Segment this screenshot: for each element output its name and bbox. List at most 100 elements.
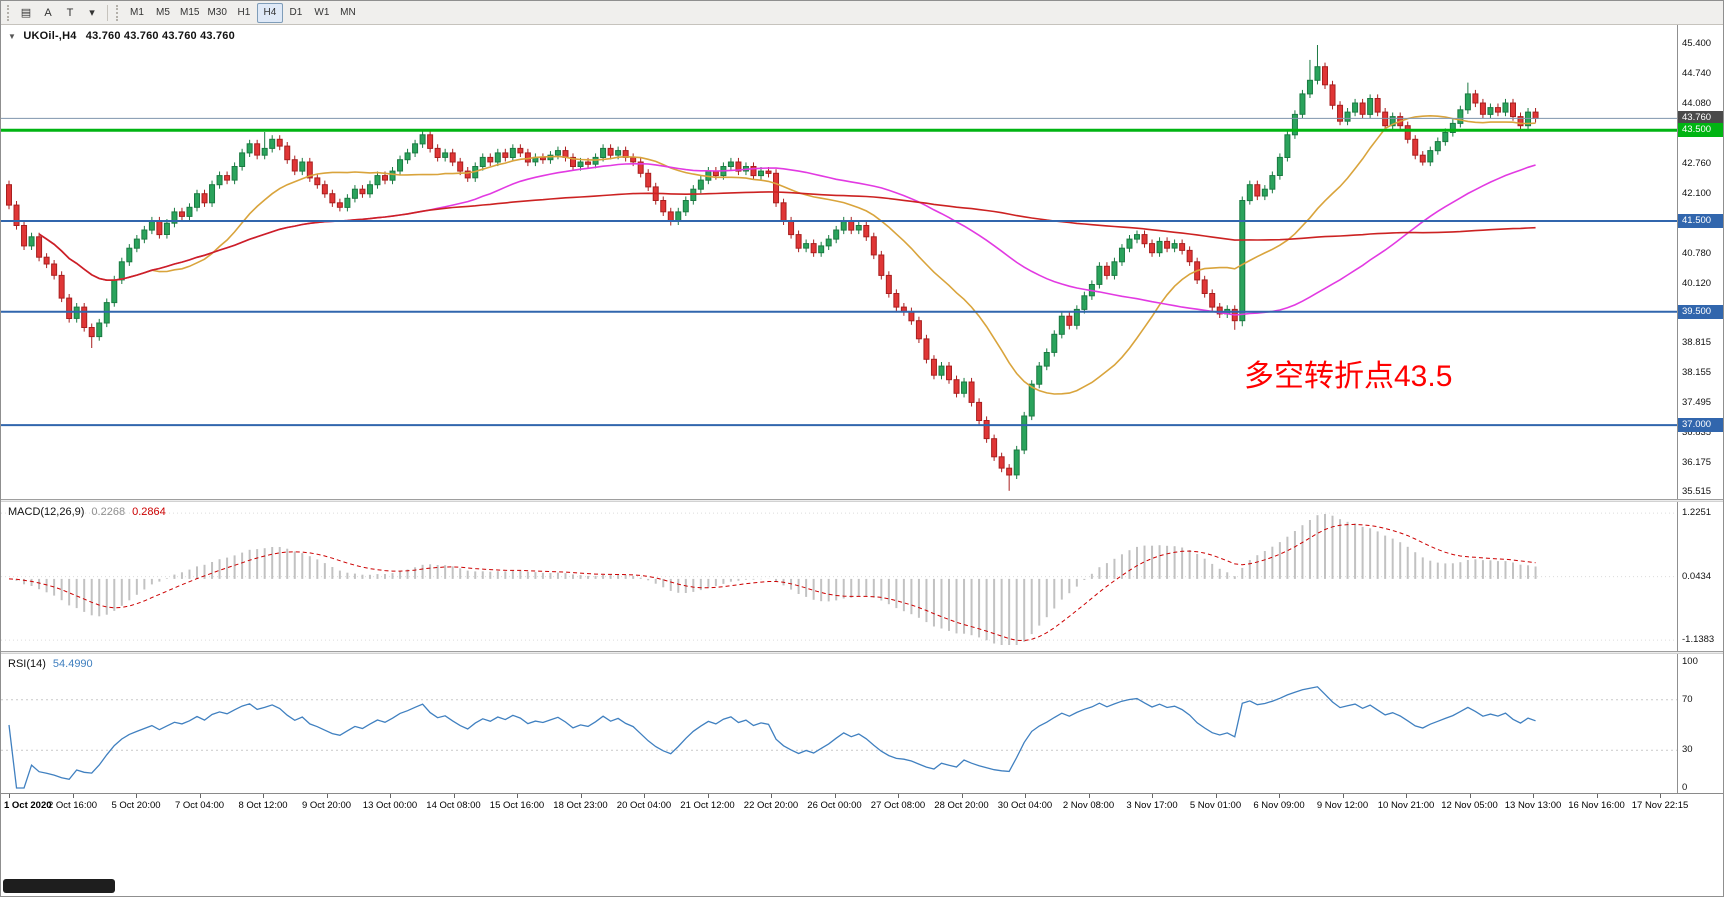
timeframe-button-M5[interactable]: M5 xyxy=(156,7,170,18)
price-scale-label: 36.175 xyxy=(1682,456,1712,468)
horizontal-scrollbar[interactable] xyxy=(3,879,115,893)
timeframe-button-W1[interactable]: W1 xyxy=(314,7,330,18)
time-axis-tick xyxy=(263,794,264,798)
time-axis-tick xyxy=(453,794,455,798)
text-tool-button[interactable]: T xyxy=(66,6,74,19)
time-axis-label: 1 Oct 2020 xyxy=(4,800,52,811)
time-axis-label: 16 Nov 16:00 xyxy=(1568,800,1625,811)
main-price-chart[interactable] xyxy=(1,25,1677,499)
rsi-line xyxy=(8,686,1536,789)
timeframe-button-D1[interactable]: D1 xyxy=(289,7,303,18)
panel-separator-rsi[interactable] xyxy=(1,651,1723,654)
rsi-panel[interactable] xyxy=(1,654,1677,793)
price-scale-label: 44.080 xyxy=(1682,97,1712,109)
timeframe-button-M15[interactable]: M15 xyxy=(180,7,200,18)
time-axis-tick xyxy=(644,794,645,798)
time-axis-tick xyxy=(1469,794,1471,798)
time-axis-label: 21 Oct 12:00 xyxy=(680,800,735,811)
time-axis-tick xyxy=(580,794,582,798)
symbol-label: ▼ UKOil-,H4 43.760 43.760 43.760 43.760 xyxy=(8,30,235,42)
macd-panel[interactable] xyxy=(1,502,1677,651)
time-axis-label: 6 Nov 09:00 xyxy=(1253,800,1305,811)
macd-name: MACD(12,26,9) xyxy=(8,506,85,518)
time-axis-tick xyxy=(834,794,836,798)
time-axis[interactable]: 1 Oct 2020 2 Oct 16:00 5 Oct 20:00 7 Oct 04… xyxy=(1,793,1723,815)
price-badge-39.500: 39.500 xyxy=(1678,304,1723,319)
price-scale-label: 40.120 xyxy=(1682,277,1712,289)
rsi-scale-label: 30 xyxy=(1682,744,1693,756)
candles-layer xyxy=(6,45,1539,491)
price-badge-43.760: 43.760 xyxy=(1678,111,1723,126)
overlay-ma-mid xyxy=(38,162,1536,316)
macd-scale-label: 0.0434 xyxy=(1682,570,1712,582)
toolbar-separator xyxy=(107,4,108,21)
time-axis-tick xyxy=(1660,794,1661,798)
rsi-scale-label: 70 xyxy=(1682,693,1693,705)
overlay-ma-fast xyxy=(38,114,1536,395)
time-axis-label: 13 Oct 00:00 xyxy=(362,800,418,811)
toolbar-drag-handle[interactable] xyxy=(7,4,11,21)
toolbar-icon-group: ▤ A T ▾ xyxy=(15,3,103,23)
price-badge-37.000: 37.000 xyxy=(1678,418,1723,433)
time-axis-label: 5 Oct 20:00 xyxy=(111,800,161,811)
rsi-value: 54.4990 xyxy=(52,658,93,670)
time-axis-label: 3 Nov 17:00 xyxy=(1126,800,1178,811)
time-axis-label: 2 Nov 08:00 xyxy=(1062,800,1115,811)
time-axis-tick xyxy=(136,794,137,798)
time-axis-tick xyxy=(1279,794,1280,798)
time-axis-tick xyxy=(517,794,518,798)
time-axis-label: 30 Oct 04:00 xyxy=(997,800,1053,811)
price-scale-label: 45.400 xyxy=(1682,38,1712,50)
time-axis-label: 13 Nov 13:00 xyxy=(1504,800,1562,811)
price-scale-label: 37.495 xyxy=(1682,396,1712,408)
price-scale-label: 35.515 xyxy=(1682,486,1712,498)
timeframe-button-M1[interactable]: M1 xyxy=(130,7,144,18)
time-axis-tick xyxy=(390,794,391,798)
macd-histogram xyxy=(15,514,1537,645)
time-axis-label: 17 Nov 22:15 xyxy=(1631,800,1689,811)
time-axis-label: 9 Nov 12:00 xyxy=(1316,800,1369,811)
chart-window-button[interactable]: ▤ xyxy=(20,7,32,19)
time-axis-label: 9 Oct 20:00 xyxy=(301,800,352,811)
price-scale-label: 44.740 xyxy=(1682,68,1712,79)
price-scale-label: 40.780 xyxy=(1682,247,1712,259)
time-axis-label: 5 Nov 01:00 xyxy=(1189,800,1242,811)
time-axis-label: 2 Oct 16:00 xyxy=(47,800,98,811)
timeframe-button-M30[interactable]: M30 xyxy=(207,7,227,18)
panel-separator-macd[interactable] xyxy=(1,499,1723,502)
time-axis-tick xyxy=(9,794,10,798)
toolbar-drag-handle-2[interactable] xyxy=(116,4,120,21)
symbol-name: UKOil-,H4 xyxy=(23,30,77,42)
tools-dropdown-button[interactable]: ▾ xyxy=(89,7,95,19)
timeframe-button-MN[interactable]: MN xyxy=(340,7,356,18)
macd-scale-label: -1.1383 xyxy=(1682,634,1715,646)
time-axis-label: 7 Oct 04:00 xyxy=(174,800,225,811)
price-scale[interactable]: 45.400 44.740 44.080 42.760 42.100 40.780 40.1… xyxy=(1677,25,1723,793)
time-axis-label: 15 Oct 16:00 xyxy=(489,800,545,811)
timeframe-button-group: M1 M5 M15 M30 H1 H4 D1 W1 MN xyxy=(124,2,361,23)
timeframe-button-H4[interactable]: H4 xyxy=(256,2,283,23)
price-badge-43.500: 43.500 xyxy=(1678,123,1723,138)
time-axis-tick xyxy=(1342,794,1344,798)
time-axis-label: 26 Oct 00:00 xyxy=(807,800,862,811)
time-axis-tick xyxy=(72,794,74,798)
time-axis-tick xyxy=(1152,794,1153,798)
annotate-a-button[interactable]: A xyxy=(44,6,52,19)
time-axis-tick xyxy=(898,794,899,798)
rsi-scale-label: 0 xyxy=(1682,782,1688,793)
rsi-scale-label: 100 xyxy=(1682,656,1698,667)
time-axis-label: 28 Oct 20:00 xyxy=(934,800,989,811)
time-axis-label: 20 Oct 04:00 xyxy=(616,800,672,811)
macd-main-value: 0.2268 xyxy=(91,506,126,518)
timeframe-button-H1[interactable]: H1 xyxy=(237,7,251,18)
price-scale-label: 38.155 xyxy=(1682,366,1712,378)
macd-signal-value: 0.2864 xyxy=(132,506,166,518)
rsi-label: RSI(14) 54.4990 xyxy=(8,658,93,670)
time-axis-label: 22 Oct 20:00 xyxy=(743,800,799,811)
time-axis-label: 14 Oct 08:00 xyxy=(426,800,481,811)
time-axis-tick xyxy=(1596,794,1598,798)
time-axis-tick xyxy=(961,794,963,798)
collapse-arrow-icon[interactable]: ▼ xyxy=(8,32,17,41)
price-badge-41.500: 41.500 xyxy=(1678,214,1723,228)
